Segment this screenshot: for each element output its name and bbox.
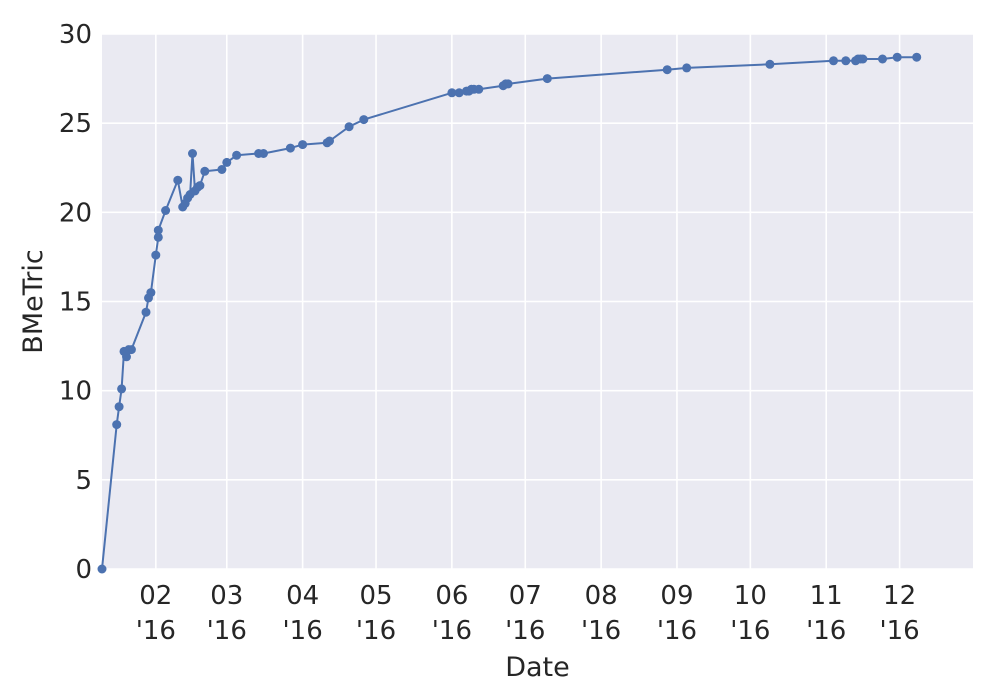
x-tick-label-month: 02 [139,581,172,611]
data-point [97,564,107,574]
data-point [285,143,295,153]
x-tick-label-month: 09 [660,581,693,611]
data-point [217,165,227,174]
x-tick-label-year: '16 [505,616,545,646]
x-tick-label-month: 11 [810,581,843,611]
data-point [188,149,197,158]
y-tick-label: 25 [59,109,92,139]
data-point [765,59,775,69]
x-tick-label-year: '16 [879,616,919,646]
x-tick-label-month: 08 [585,581,618,611]
x-tick-label-month: 03 [210,581,243,611]
data-point [359,115,369,125]
data-point [141,307,151,317]
y-axis: 0 5 10 15 20 25 30 [59,20,92,585]
data-point [878,54,887,64]
data-point [232,150,242,160]
x-tick-label-year: '16 [356,616,396,646]
data-point [161,206,171,215]
data-point [344,122,354,132]
y-tick-label: 20 [59,198,92,228]
data-point [126,345,136,355]
x-tick-label-month: 05 [359,581,392,611]
data-point [122,352,131,362]
data-point [474,84,484,94]
y-tick-label: 30 [59,20,92,50]
data-point [503,79,513,89]
data-point [114,402,124,412]
data-point [173,175,183,185]
data-point [447,88,457,98]
x-tick-label-month: 12 [883,581,916,611]
x-tick-label-year: '16 [581,616,621,646]
data-point [829,56,838,66]
data-point [200,166,210,176]
x-tick-label-year: '16 [136,616,176,646]
x-tick-label-year: '16 [806,616,846,646]
data-point [662,65,672,75]
data-point [298,140,308,150]
data-point [325,136,334,146]
y-tick-label: 0 [75,555,92,585]
data-point [858,54,868,64]
data-point [153,232,163,242]
series-line-group [97,52,922,574]
data-point [146,288,156,298]
y-tick-label: 15 [59,288,92,318]
gridlines [102,33,973,570]
data-point [892,52,902,62]
x-tick-label-year: '16 [207,616,247,646]
data-point [222,157,232,167]
data-point [153,225,163,235]
x-tick-label-month: 04 [286,581,319,611]
y-tick-label: 10 [59,377,92,407]
x-tick-label-year: '16 [432,616,472,646]
data-point [195,181,205,191]
x-tick-label-year: '16 [730,616,770,646]
x-tick-label-year: '16 [657,616,697,646]
data-point [841,56,851,66]
y-tick-label: 5 [75,466,92,496]
data-point [454,88,464,98]
data-point [542,74,552,84]
x-tick-label-month: 06 [435,581,468,611]
x-tick-label-month: 10 [734,581,767,611]
data-point [112,420,122,430]
data-point [151,250,161,260]
y-axis-label: BMeTric [18,249,49,353]
data-point [117,384,127,394]
data-point [259,149,268,158]
x-tick-label-year: '16 [283,616,323,646]
data-point [682,63,692,73]
data-point [912,52,922,62]
x-axis-label: Date [505,652,570,683]
x-tick-label-month: 07 [509,581,542,611]
x-axis: 02 '16 03 '16 04 '16 05 '16 06 '16 07 '16 08 '16 09 '16… [136,581,920,646]
